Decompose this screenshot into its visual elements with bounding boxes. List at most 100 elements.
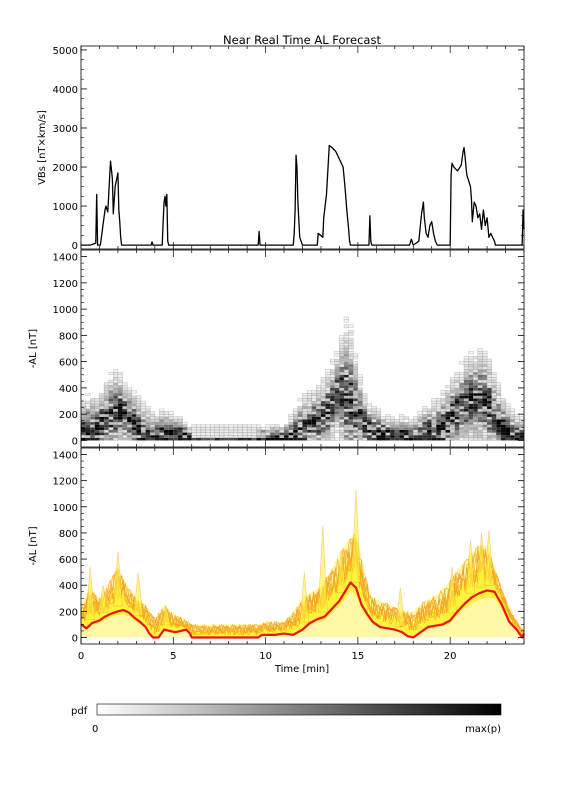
pdf-cell-493 <box>288 437 294 441</box>
pdf-cell-899 <box>362 435 368 438</box>
pdf-cell-267 <box>140 411 146 415</box>
pdf-cell-695 <box>334 406 340 409</box>
pdf-cell-728 <box>339 406 345 409</box>
pdf-cell-440 <box>242 424 248 428</box>
pdf-cell-623 <box>320 392 326 396</box>
pdf-cell-521 <box>297 421 303 425</box>
pdf-cell-1044 <box>422 416 428 420</box>
pdf-cell-111 <box>108 416 114 420</box>
pdf-cell-794 <box>343 337 349 341</box>
pdf-cell-1215 <box>464 419 469 423</box>
al-pdf-ytick-label-7: 1400 <box>53 253 78 264</box>
pdf-cell-637 <box>325 419 331 423</box>
pdf-cell-236 <box>131 400 137 404</box>
pdf-cell-1125 <box>445 401 451 404</box>
pdf-cell-1408 <box>491 427 497 430</box>
pdf-cell-656 <box>325 369 331 373</box>
pdf-cell-431 <box>237 432 243 436</box>
pdf-cell-1212 <box>464 427 469 430</box>
pdf-cell-538 <box>302 414 308 417</box>
pdf-cell-1450 <box>496 385 502 389</box>
pdf-cell-245 <box>136 424 141 428</box>
pdf-cell-119 <box>108 395 114 399</box>
pdf-cell-454 <box>256 435 261 438</box>
pdf-cell-1173 <box>454 390 460 394</box>
pdf-cell-818 <box>348 390 354 394</box>
pdf-cell-1228 <box>464 385 469 388</box>
pdf-cell-287 <box>150 432 155 436</box>
pdf-cell-664 <box>330 419 335 423</box>
pdf-cell-945 <box>376 429 381 433</box>
pdf-cell-1069 <box>431 416 437 420</box>
pdf-cell-964 <box>385 435 391 438</box>
pdf-cell-823 <box>348 377 354 381</box>
pdf-cell-1075 <box>431 400 437 404</box>
pdf-cell-636 <box>325 421 331 425</box>
pdf-cell-1400 <box>486 366 492 370</box>
pdf-cell-101 <box>103 385 109 389</box>
pdf-cell-546 <box>302 392 308 396</box>
pdf-cell-668 <box>330 408 335 412</box>
pdf-cell-64 <box>99 435 105 438</box>
pdf-cell-880 <box>357 422 363 425</box>
pdf-cell-439 <box>242 427 248 431</box>
pdf-cell-1338 <box>477 348 483 352</box>
pdf-cell-1191 <box>459 411 465 415</box>
pdf-cell-1494 <box>514 437 520 441</box>
pdf-cell-332 <box>168 427 174 430</box>
pdf-cell-719 <box>339 429 345 433</box>
pdf-cell-590 <box>316 424 321 428</box>
pdf-cell-1302 <box>473 361 478 365</box>
pdf-cell-1480 <box>505 406 511 410</box>
pdf-cell-817 <box>348 393 354 396</box>
pdf-cell-392 <box>205 424 211 428</box>
pdf-cell-1235 <box>463 366 469 370</box>
pdf-cell-1149 <box>450 390 455 394</box>
pdf-cell-1135 <box>450 427 455 430</box>
pdf-cell-91 <box>104 411 109 415</box>
pdf-cell-178 <box>117 374 123 378</box>
member-peak-12 <box>476 532 487 588</box>
pdf-cell-761 <box>343 424 349 428</box>
pdf-cell-1162 <box>454 419 460 423</box>
pdf-cell-803 <box>348 429 354 433</box>
pdf-cell-1383 <box>487 411 492 415</box>
pdf-cell-46 <box>90 398 95 402</box>
pdf-cell-872 <box>353 356 359 360</box>
pdf-cell-913 <box>362 398 368 402</box>
pdf-cell-341 <box>173 432 178 436</box>
pdf-cell-297 <box>154 435 160 438</box>
pdf-cell-21 <box>85 422 91 425</box>
pdf-cell-1464 <box>500 406 506 410</box>
pdf-cell-1134 <box>450 429 455 433</box>
pdf-cell-814 <box>348 401 354 404</box>
pdf-cell-1457 <box>500 424 506 428</box>
pdf-cell-648 <box>325 390 331 394</box>
al-forecast-xtick-label-2: 10 <box>259 651 272 662</box>
pdf-cell-614 <box>320 416 326 420</box>
pdf-cell-108 <box>108 424 114 428</box>
pdf-cell-1207 <box>459 361 465 365</box>
pdf-cell-713 <box>334 358 340 362</box>
pdf-cell-1060 <box>426 408 432 412</box>
pdf-cell-643 <box>325 403 331 407</box>
pdf-cell-1041 <box>422 424 428 428</box>
pdf-cell-210 <box>127 416 132 420</box>
pdf-cell-444 <box>246 429 252 433</box>
pdf-cell-356 <box>177 416 183 420</box>
pdf-cell-1168 <box>454 403 460 407</box>
pdf-cell-711 <box>334 364 340 368</box>
pdf-cell-294 <box>150 414 155 417</box>
pdf-cell-251 <box>136 408 141 412</box>
pdf-cell-730 <box>339 401 345 404</box>
pdf-cell-337 <box>168 414 174 417</box>
pdf-cell-204 <box>127 432 132 436</box>
pdf-cell-908 <box>362 411 368 415</box>
pdf-cell-883 <box>357 414 363 417</box>
pdf-cell-1455 <box>500 429 506 433</box>
pdf-cell-1504 <box>519 437 524 441</box>
pdf-cell-776 <box>344 385 349 388</box>
pdf-cell-787 <box>344 356 349 360</box>
pdf-cell-1198 <box>459 393 465 396</box>
pdf-cell-10 <box>81 411 86 415</box>
